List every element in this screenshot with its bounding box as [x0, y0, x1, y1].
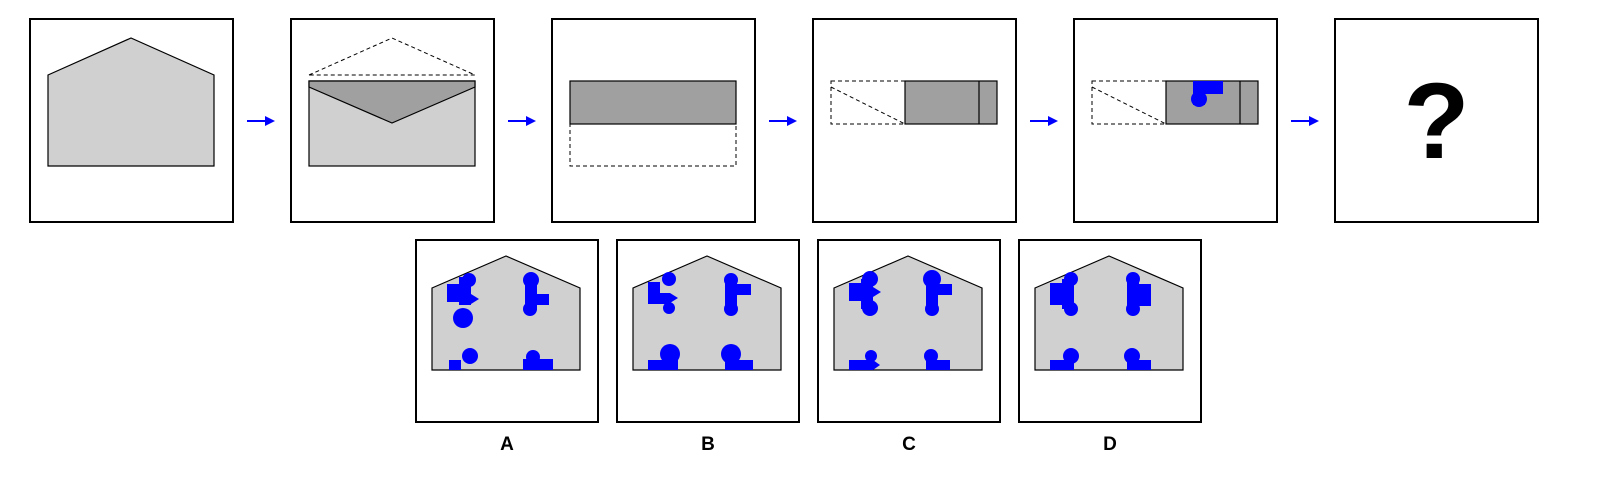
step-1-paper: [47, 37, 215, 167]
step-3-paper: [569, 80, 737, 167]
arrow-icon: [769, 116, 797, 126]
option-d-label[interactable]: D: [1103, 434, 1117, 455]
arrow-icon: [247, 116, 275, 126]
option-c-panel[interactable]: [817, 239, 1001, 423]
arrow-icon: [1030, 116, 1058, 126]
option-d-holes: [1050, 272, 1151, 370]
step-5-paper: [1091, 80, 1259, 125]
option-a-label[interactable]: A: [500, 434, 514, 455]
option-d-panel[interactable]: [1018, 239, 1202, 423]
option-c-label[interactable]: C: [902, 434, 916, 455]
question-panel: ?: [1334, 18, 1539, 223]
option-b-holes: [648, 272, 753, 370]
step-3-panel: [551, 18, 756, 223]
step-4-paper: [830, 80, 998, 125]
step-5-panel: [1073, 18, 1278, 223]
option-a-panel[interactable]: [415, 239, 599, 423]
step-4-panel: [812, 18, 1017, 223]
step-2-paper: [308, 37, 476, 167]
arrow-icon: [1291, 116, 1319, 126]
step-2-panel: [290, 18, 495, 223]
arrow-icon: [508, 116, 536, 126]
option-c-figure: [833, 255, 983, 371]
punched-holes: [1191, 81, 1223, 107]
question-mark: ?: [1403, 59, 1470, 181]
option-d-figure: [1034, 255, 1184, 371]
option-c-holes: [849, 270, 952, 370]
option-a-holes: [447, 272, 553, 370]
option-a-figure: [431, 255, 581, 371]
option-b-figure: [632, 255, 782, 371]
option-b-panel[interactable]: [616, 239, 800, 423]
step-1-panel: [29, 18, 234, 223]
option-b-label[interactable]: B: [701, 434, 715, 455]
